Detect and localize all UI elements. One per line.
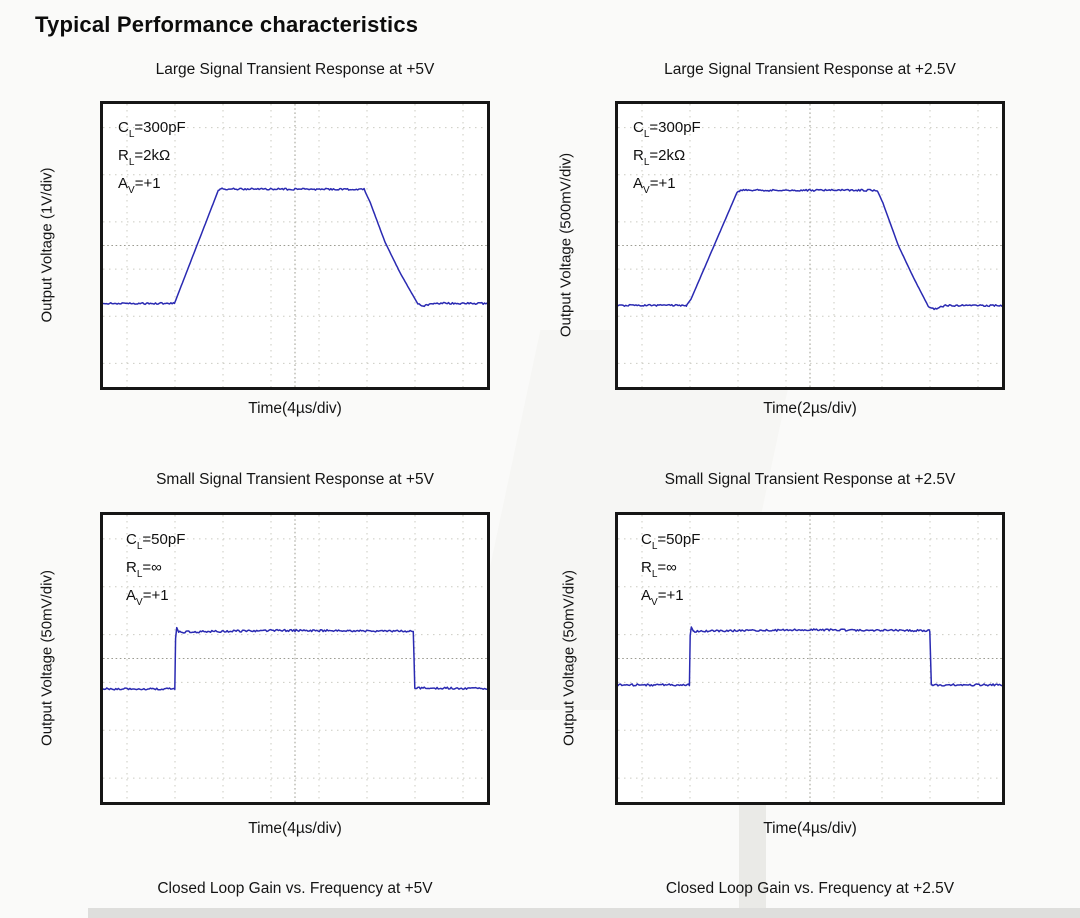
y-axis-label: Output Voltage (500mV/div) [557, 152, 575, 338]
annotation-line: CL=300pF [118, 119, 186, 140]
oscilloscope-frame [615, 512, 1005, 805]
next-chart-title: Closed Loop Gain vs. Frequency at +5V [157, 880, 433, 897]
annotation-line: CL=50pF [126, 531, 186, 552]
waveform-trace [618, 626, 1002, 687]
annotation-line: CL=300pF [633, 119, 701, 140]
annotation-line: RL=∞ [641, 559, 677, 580]
oscilloscope-plot [618, 104, 1002, 387]
oscilloscope-frame [100, 101, 490, 390]
chart-title: Large Signal Transient Response at +2.5V [664, 61, 956, 78]
annotation-line: AV=+1 [641, 587, 684, 608]
chart-annotations: CL=300pF RL=2kΩ AV=+1 [633, 117, 701, 201]
annotation-line: RL=2kΩ [633, 147, 686, 168]
chart-title: Small Signal Transient Response at +5V [156, 471, 434, 488]
y-axis-label: Output Voltage (50mV/div) [560, 570, 578, 746]
oscilloscope-frame [615, 101, 1005, 390]
annotation-line: AV=+1 [126, 587, 169, 608]
waveform-trace [103, 187, 487, 308]
x-axis-label: Time(2µs/div) [763, 400, 857, 417]
waveform-trace [103, 626, 487, 691]
annotation-line: AV=+1 [633, 175, 676, 196]
annotation-line: CL=50pF [641, 531, 701, 552]
chart-annotations: CL=50pF RL=∞ AV=+1 [126, 529, 185, 613]
oscilloscope-plot [103, 515, 487, 802]
oscilloscope-plot [103, 104, 487, 387]
watermark-band [88, 908, 1080, 918]
next-chart-title: Closed Loop Gain vs. Frequency at +2.5V [665, 880, 955, 897]
y-axis-label: Output Voltage (1V/div) [38, 167, 56, 323]
annotation-line: AV=+1 [118, 175, 161, 196]
waveform-trace [618, 188, 1002, 311]
oscilloscope-plot [618, 515, 1002, 802]
oscilloscope-frame [100, 512, 490, 805]
x-axis-label: Time(4µs/div) [248, 820, 342, 837]
annotation-line: RL=∞ [126, 559, 162, 580]
chart-annotations: CL=50pF RL=∞ AV=+1 [641, 529, 700, 613]
chart-title: Large Signal Transient Response at +5V [155, 61, 435, 78]
chart-annotations: CL=300pF RL=2kΩ AV=+1 [118, 117, 186, 201]
page-title: Typical Performance characteristics [35, 12, 419, 37]
y-axis-label: Output Voltage (50mV/div) [38, 570, 56, 746]
chart-title: Small Signal Transient Response at +2.5V [664, 471, 956, 488]
x-axis-label: Time(4µs/div) [248, 400, 342, 417]
x-axis-label: Time(4µs/div) [763, 820, 857, 837]
annotation-line: RL=2kΩ [118, 147, 171, 168]
